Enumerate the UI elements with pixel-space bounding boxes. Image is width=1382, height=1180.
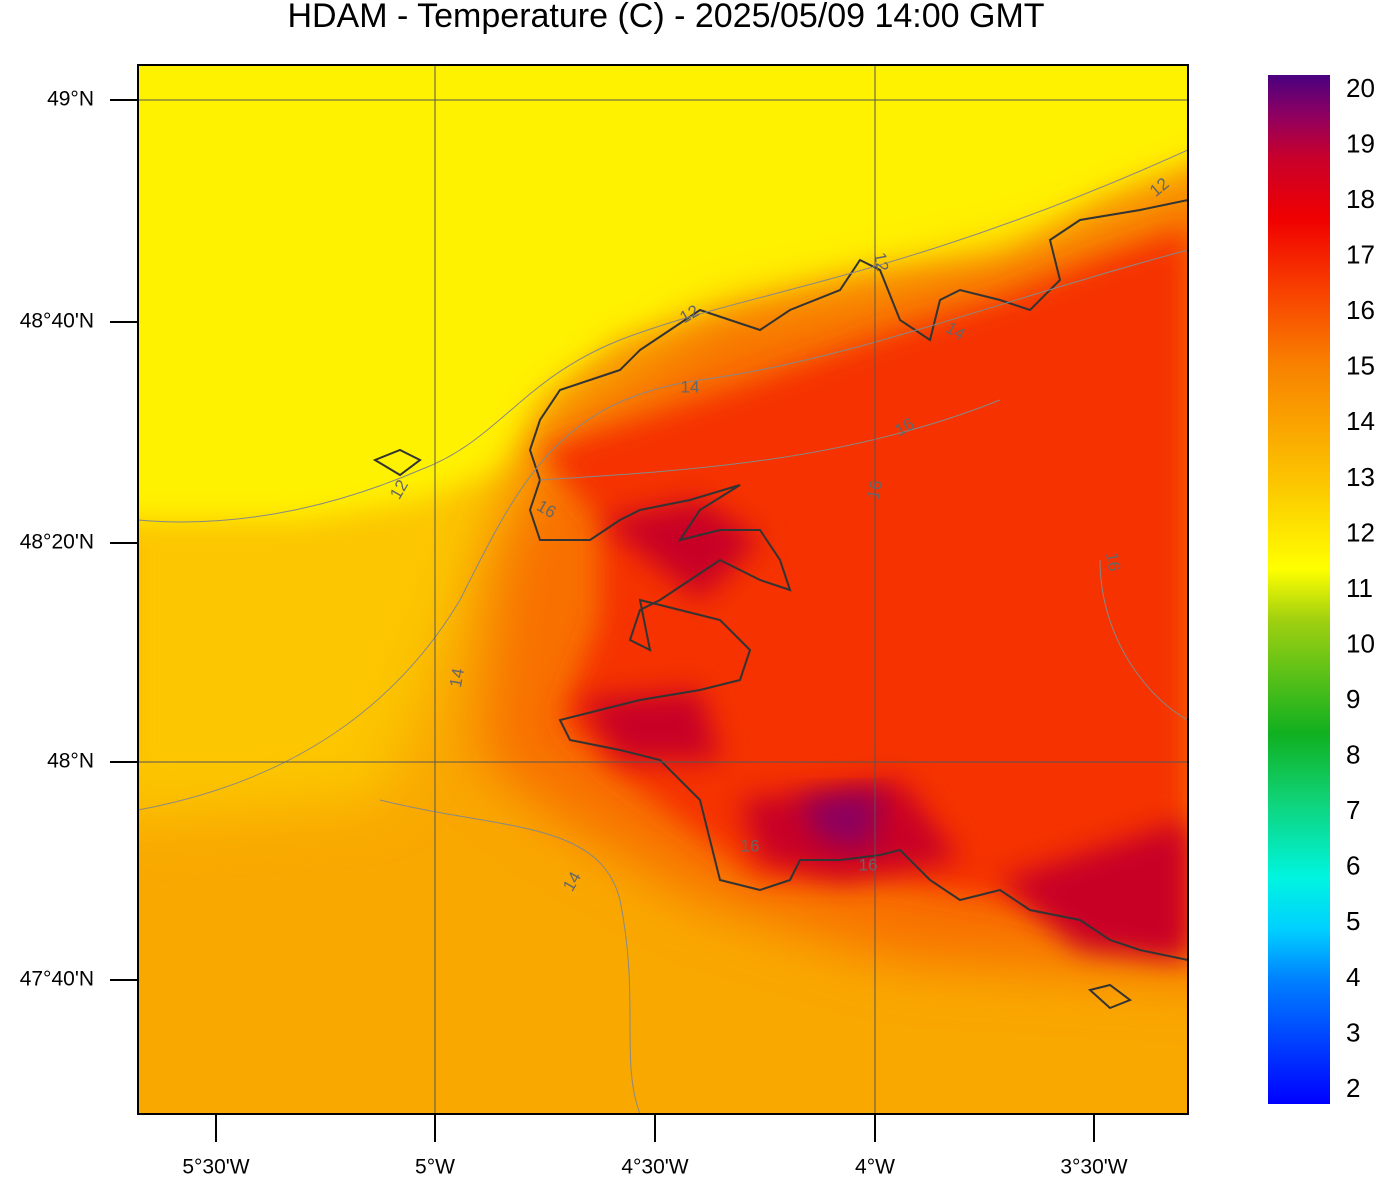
lat-label: 48°20'N: [20, 531, 94, 554]
colorbar-label: 9: [1346, 684, 1360, 714]
colorbar-label: 3: [1346, 1017, 1360, 1047]
colorbar-label: 12: [1346, 517, 1375, 547]
map-frame: [137, 64, 1189, 1115]
lat-label: 49°N: [47, 88, 94, 111]
colorbar-label: 5: [1346, 906, 1360, 936]
lat-label: 48°40'N: [20, 310, 94, 333]
colorbar-label: 11: [1346, 573, 1373, 603]
colorbar: [1268, 75, 1330, 1104]
graticule: [138, 65, 1188, 1114]
colorbar-label: 14: [1346, 406, 1375, 436]
lon-label: 4°W: [855, 1156, 895, 1179]
axes: 49°N 48°40'N 48°20'N 48°N 47°40'N 5°30'W 5°W 4°…: [20, 73, 1375, 1179]
lon-label: 5°W: [415, 1156, 455, 1179]
lon-label: 3°30'W: [1060, 1156, 1127, 1179]
contour-label: 14: [681, 377, 700, 396]
colorbar-label: 2: [1346, 1073, 1360, 1103]
title: HDAM - Temperature (C) - 2025/05/09 14:0…: [287, 0, 1044, 35]
colorbar-label: 18: [1346, 184, 1375, 214]
colorbar-label: 17: [1346, 240, 1375, 270]
contour-label: 16: [741, 836, 760, 855]
coastline: [372, 199, 1188, 1010]
colorbar-label: 15: [1346, 351, 1375, 381]
contours: [138, 149, 1188, 1114]
colorbar-label: 7: [1346, 795, 1360, 825]
colorbar-label: 16: [1346, 295, 1375, 325]
lat-label: 48°N: [47, 750, 94, 773]
colorbar-label: 4: [1346, 962, 1360, 992]
lon-label: 4°30'W: [621, 1156, 688, 1179]
contour-label: 16: [1102, 551, 1124, 573]
colorbar-label: 19: [1346, 128, 1375, 158]
contour-label: 14: [446, 667, 468, 689]
colorbar-label: 8: [1346, 740, 1360, 770]
contour-label: 16: [864, 479, 886, 501]
colorbar-label: 10: [1346, 628, 1375, 658]
lon-label: 5°30'W: [182, 1156, 249, 1179]
contour-label: 12: [870, 251, 892, 273]
lat-label: 47°40'N: [20, 968, 94, 991]
contour-label: 16: [859, 855, 878, 874]
colorbar-label: 6: [1346, 851, 1360, 881]
colorbar-label: 13: [1346, 462, 1375, 492]
colorbar-label: 20: [1346, 73, 1375, 103]
